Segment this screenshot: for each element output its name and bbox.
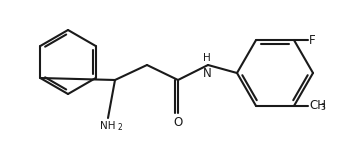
Text: O: O	[173, 116, 183, 129]
Text: F: F	[309, 34, 316, 47]
Text: N: N	[203, 67, 211, 80]
Text: 3: 3	[320, 103, 325, 112]
Text: 2: 2	[117, 123, 122, 132]
Text: H: H	[203, 53, 211, 63]
Text: CH: CH	[309, 99, 326, 112]
Text: NH: NH	[100, 121, 116, 131]
